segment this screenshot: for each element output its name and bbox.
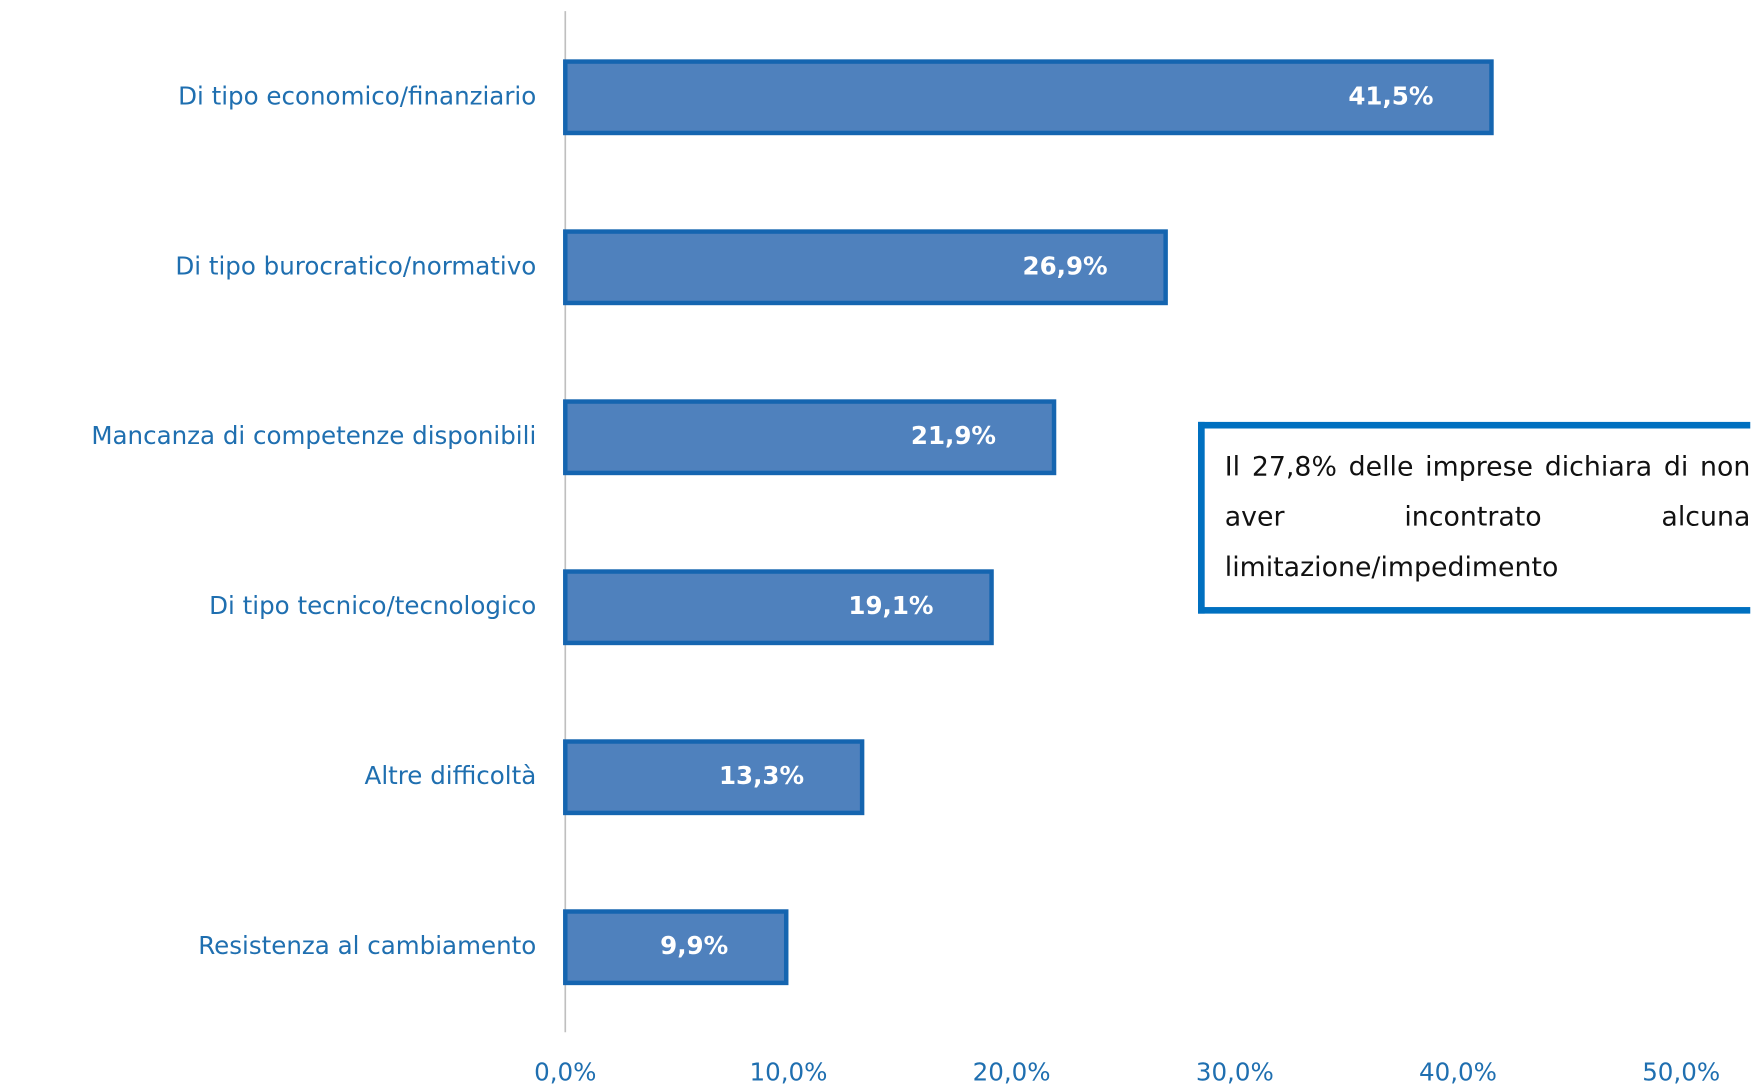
x-tick-label: 30,0% (1196, 1057, 1274, 1086)
category-label: Di tipo burocratico/normativo (175, 251, 536, 280)
x-tick-label: 50,0% (1642, 1057, 1720, 1086)
x-tick-label: 20,0% (973, 1057, 1051, 1086)
bar (563, 569, 994, 646)
category-label: Mancanza di competenze disponibili (91, 421, 536, 450)
value-label: 21,9% (911, 421, 996, 450)
bar (563, 59, 1494, 136)
bar (563, 229, 1168, 306)
category-label: Di tipo economico/finanziario (178, 81, 536, 110)
value-label: 9,9% (660, 931, 728, 960)
x-tick-label: 0,0% (534, 1057, 596, 1086)
x-tick-label: 40,0% (1419, 1057, 1497, 1086)
category-label: Resistenza al cambiamento (198, 931, 536, 960)
value-label: 19,1% (848, 591, 933, 620)
bar (563, 909, 789, 986)
bar (563, 399, 1057, 476)
x-tick-label: 10,0% (749, 1057, 827, 1086)
value-label: 13,3% (719, 761, 804, 790)
bar (563, 739, 865, 816)
value-label: 26,9% (1022, 251, 1107, 280)
category-label: Di tipo tecnico/tecnologico (209, 591, 536, 620)
value-label: 41,5% (1348, 81, 1433, 110)
annotation: Il 27,8% delle imprese dichiara di non a… (1197, 421, 1751, 614)
annotation-box: Il 27,8% delle imprese dichiara di non a… (1197, 421, 1751, 614)
category-label: Altre difficoltà (365, 761, 537, 790)
